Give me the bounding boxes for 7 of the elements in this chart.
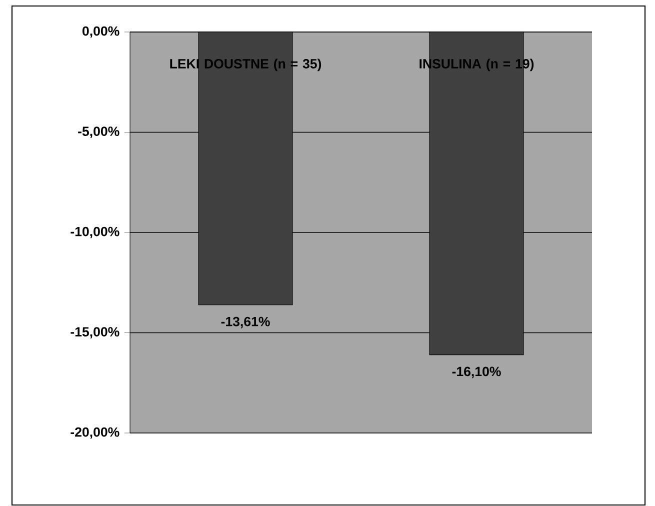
y-tick-label: -20,00% bbox=[70, 428, 120, 439]
y-tick-label: -15,00% bbox=[70, 327, 120, 339]
data-label: -13,61% bbox=[221, 317, 270, 328]
data-label: -16,10% bbox=[452, 367, 501, 378]
y-tick-label: -10,00% bbox=[70, 227, 120, 238]
y-tick-label: 0,00% bbox=[82, 26, 120, 38]
y-tick-label: -5,00% bbox=[78, 126, 120, 138]
